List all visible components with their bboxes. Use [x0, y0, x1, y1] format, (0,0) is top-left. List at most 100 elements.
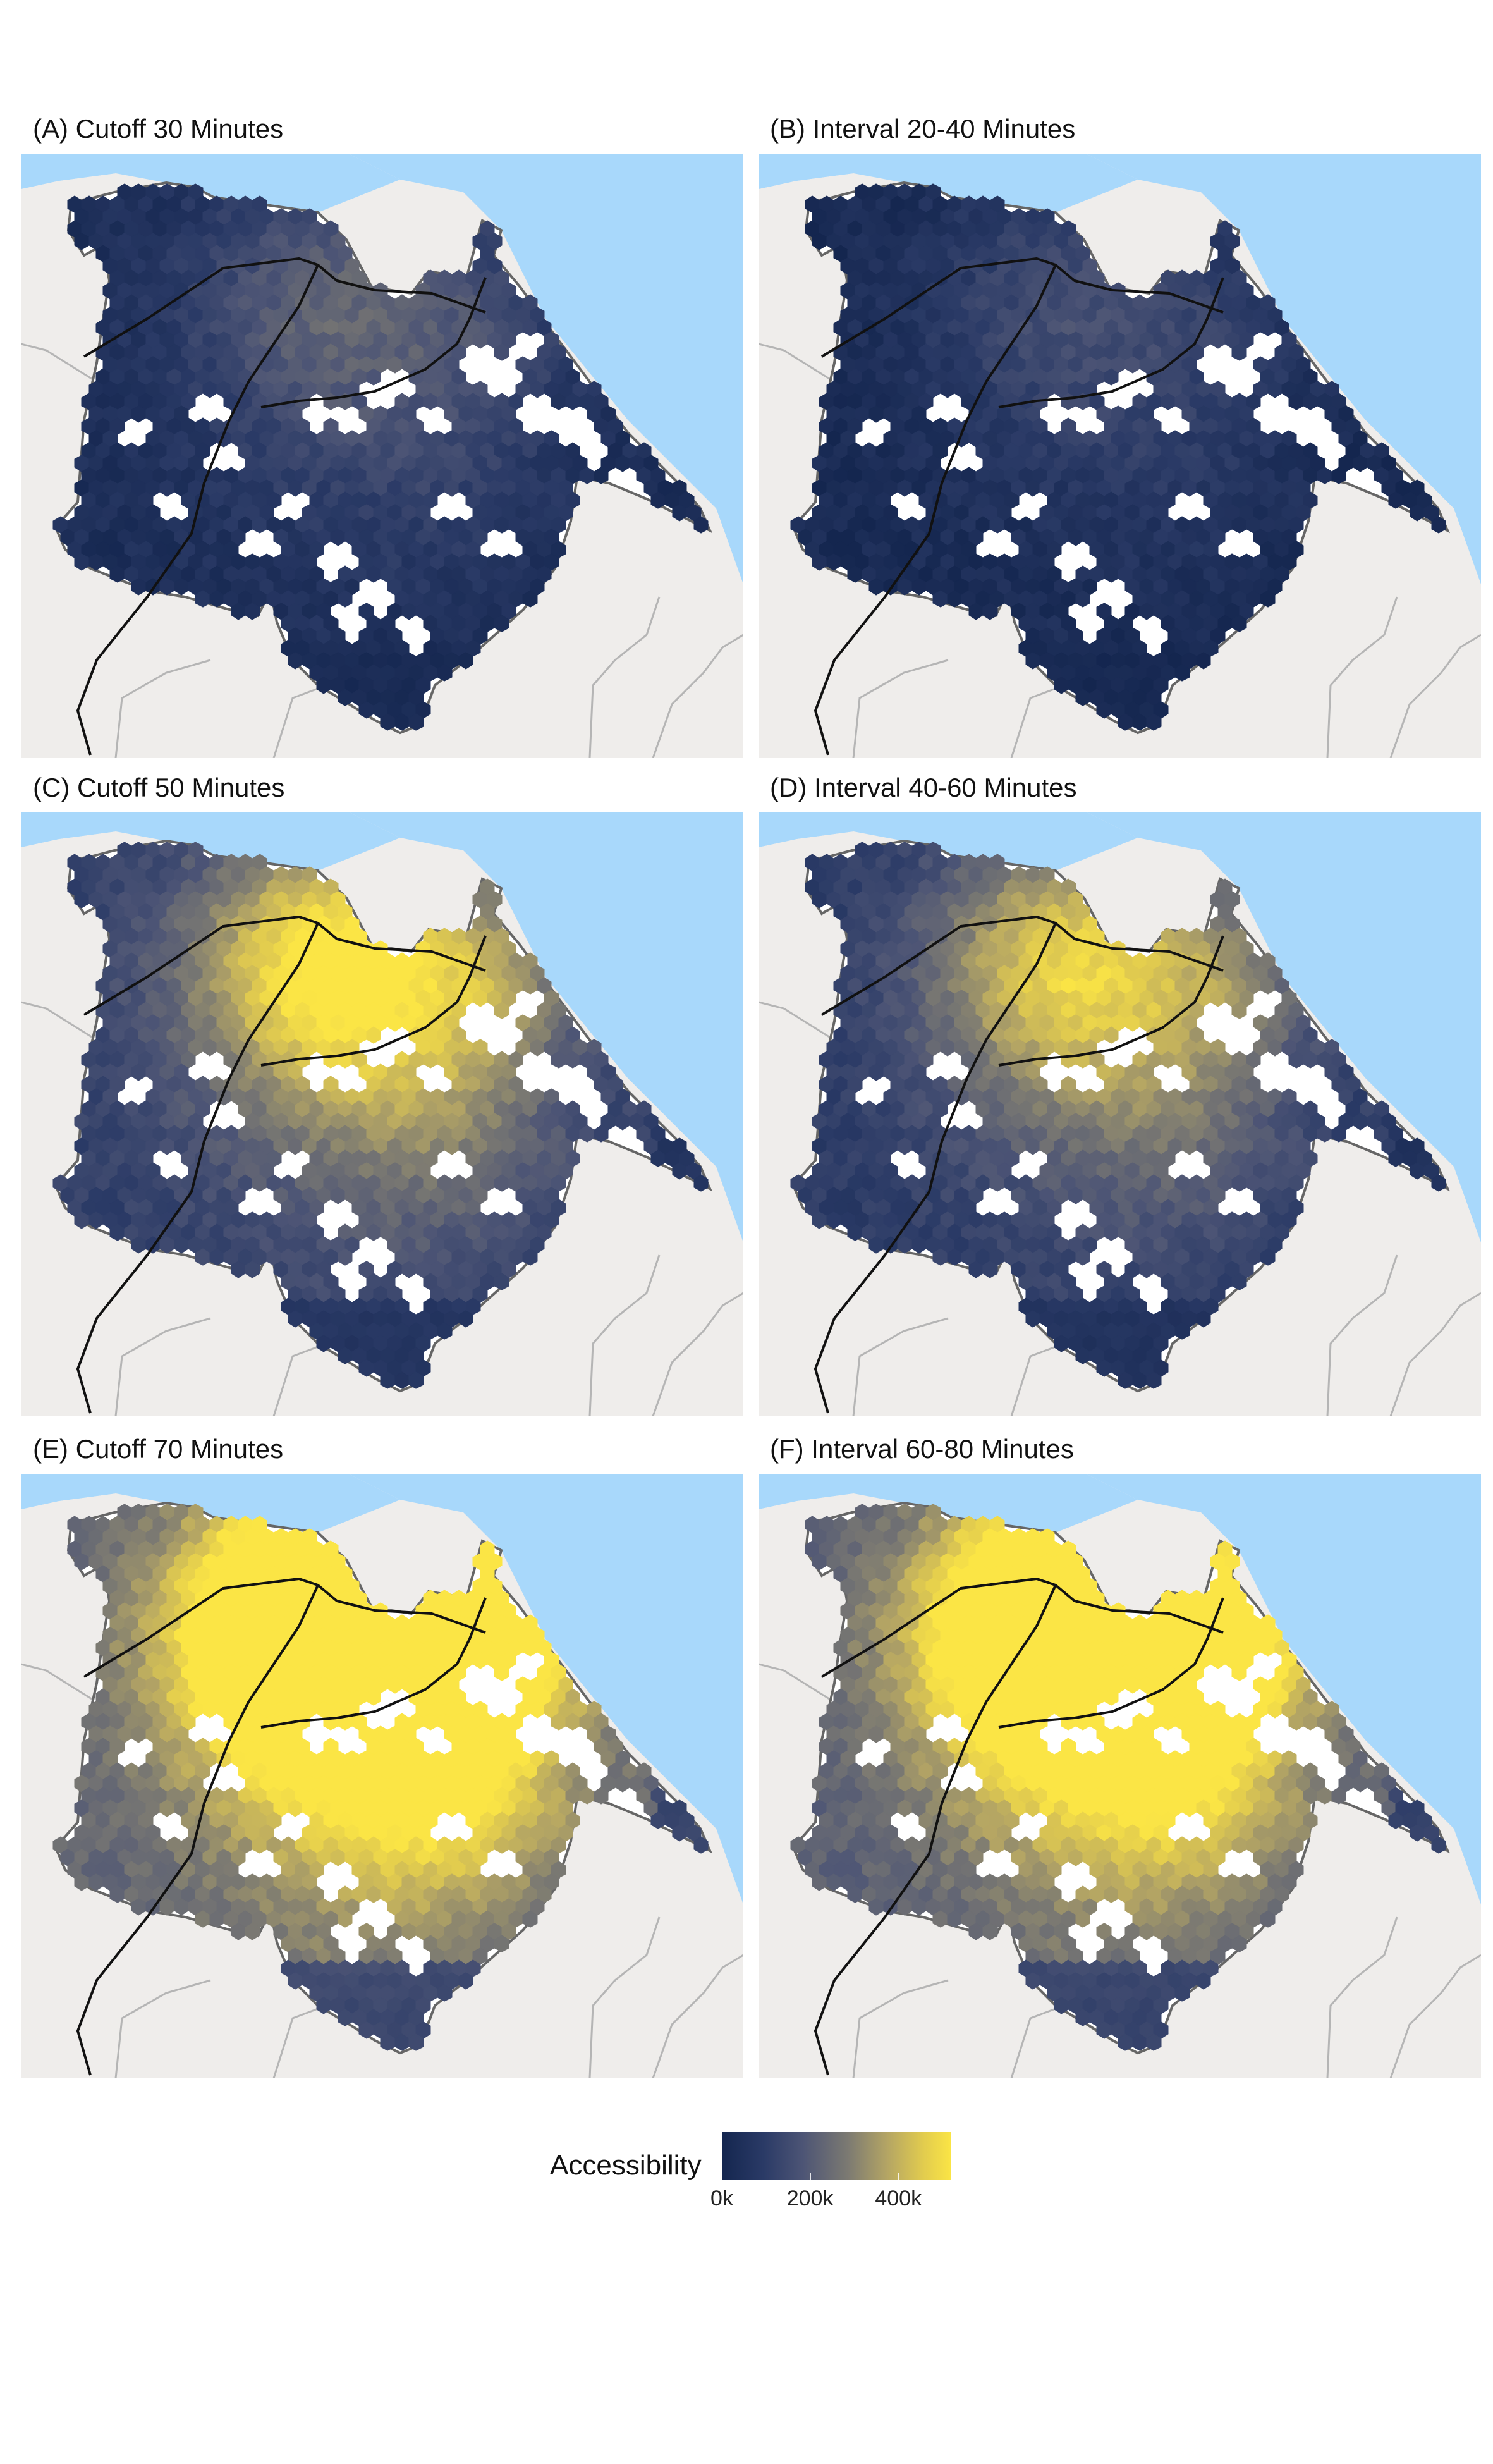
hex-cell	[1104, 1026, 1119, 1044]
panel-title: (A) Cutoff 30 Minutes	[33, 114, 284, 144]
municipal-boundary	[114, 1979, 211, 2078]
municipal-boundary	[652, 1954, 743, 2078]
hex-cell	[1231, 1273, 1247, 1290]
hex-cell	[693, 516, 709, 534]
municipal-boundary	[1326, 1254, 1398, 1416]
hex-cell	[408, 1371, 424, 1389]
rail-line	[76, 257, 319, 756]
hex-cell	[494, 1273, 509, 1290]
hex-cell	[408, 713, 424, 731]
hex-cell	[1196, 652, 1211, 670]
hex-cell	[1331, 467, 1346, 484]
hex-cell	[494, 343, 509, 361]
rail-line	[998, 277, 1224, 408]
hex-cell	[366, 368, 381, 386]
hex-cell	[594, 1125, 609, 1143]
municipal-boundary	[588, 1254, 661, 1416]
hex-cell	[494, 1664, 509, 1681]
sea-area	[21, 1474, 135, 1509]
municipal-boundary	[652, 634, 743, 758]
sea-area	[350, 1474, 743, 1904]
panel-title: (B) Interval 20-40 Minutes	[770, 114, 1076, 144]
hex-cell	[1174, 664, 1190, 682]
hex-cell	[1231, 343, 1247, 361]
accessibility-map	[21, 1474, 743, 2078]
rail-line	[76, 916, 319, 1414]
municipal-boundary	[272, 2007, 319, 2078]
hex-cell	[1331, 1125, 1346, 1143]
hex-cell	[1146, 1371, 1162, 1389]
accessibility-map	[759, 154, 1481, 758]
rail-line	[998, 935, 1224, 1067]
hexbin-layer	[52, 183, 709, 731]
hex-cell	[1260, 590, 1276, 608]
municipal-boundary	[588, 596, 661, 758]
hex-cell	[437, 664, 453, 682]
rail-line	[814, 257, 1057, 756]
panel-title: (E) Cutoff 70 Minutes	[33, 1434, 284, 1464]
panel-title: (D) Interval 40-60 Minutes	[770, 773, 1077, 802]
municipal-boundary	[21, 1001, 97, 1041]
hex-cell	[693, 1174, 709, 1192]
hex-cell	[338, 1248, 353, 1266]
hex-cell	[1075, 1248, 1090, 1266]
hex-cell	[1196, 1310, 1211, 1328]
rail-line	[814, 916, 1057, 1414]
hex-cell	[1075, 590, 1090, 608]
hex-cell	[1231, 1002, 1247, 1019]
hex-cell	[494, 1002, 509, 1019]
sea-area	[21, 154, 135, 189]
municipal-boundary	[21, 1663, 97, 1703]
sea-area	[350, 154, 743, 584]
panel-title: (C) Cutoff 50 Minutes	[33, 773, 285, 802]
municipal-boundary	[588, 1916, 661, 2078]
sea-area	[350, 812, 743, 1242]
rail-line	[317, 264, 486, 314]
municipal-boundary	[114, 659, 211, 758]
rail-line	[1054, 264, 1224, 314]
hex-cell	[1431, 1174, 1446, 1192]
municipal-boundary	[759, 1001, 835, 1041]
rail-line	[1054, 922, 1224, 972]
municipal-boundary	[21, 343, 97, 383]
municipal-boundary	[1389, 1292, 1481, 1416]
hex-cell	[1231, 615, 1247, 632]
hex-cell	[1104, 368, 1119, 386]
municipal-boundary	[1010, 687, 1056, 758]
hex-cell	[437, 1322, 453, 1340]
hex-cell	[1146, 713, 1162, 731]
rail-line	[317, 922, 486, 972]
rail-line	[260, 277, 487, 408]
hex-cell	[693, 1836, 709, 1854]
sea-area	[21, 812, 135, 847]
municipal-boundary	[114, 1317, 211, 1416]
accessibility-map	[21, 154, 743, 758]
hex-cell	[982, 1261, 998, 1278]
hexbin-layer	[52, 842, 709, 1389]
hex-cell	[494, 615, 509, 632]
hex-cell	[594, 1787, 609, 1805]
hex-cell	[245, 603, 260, 620]
municipal-boundary	[1010, 1345, 1056, 1416]
municipal-boundary	[759, 343, 835, 383]
sea-area	[1087, 812, 1481, 1242]
hex-cell	[338, 590, 353, 608]
municipal-boundary	[852, 659, 949, 758]
sea-area	[759, 812, 872, 847]
hex-cell	[594, 467, 609, 484]
municipal-boundary	[272, 1345, 319, 1416]
hex-cell	[245, 1261, 260, 1278]
hexbin-layer	[790, 842, 1446, 1389]
accessibility-map	[759, 812, 1481, 1416]
hex-cell	[458, 652, 473, 670]
hex-cell	[366, 1026, 381, 1044]
municipal-boundary	[1326, 596, 1398, 758]
hexbin-layer	[790, 183, 1446, 731]
hex-cell	[458, 1310, 473, 1328]
municipal-boundary	[272, 687, 319, 758]
hex-cell	[366, 1688, 381, 1706]
sea-area	[759, 154, 872, 189]
hex-cell	[1260, 1248, 1276, 1266]
hexbin-layer	[52, 1504, 709, 2051]
rail-line	[260, 935, 487, 1067]
